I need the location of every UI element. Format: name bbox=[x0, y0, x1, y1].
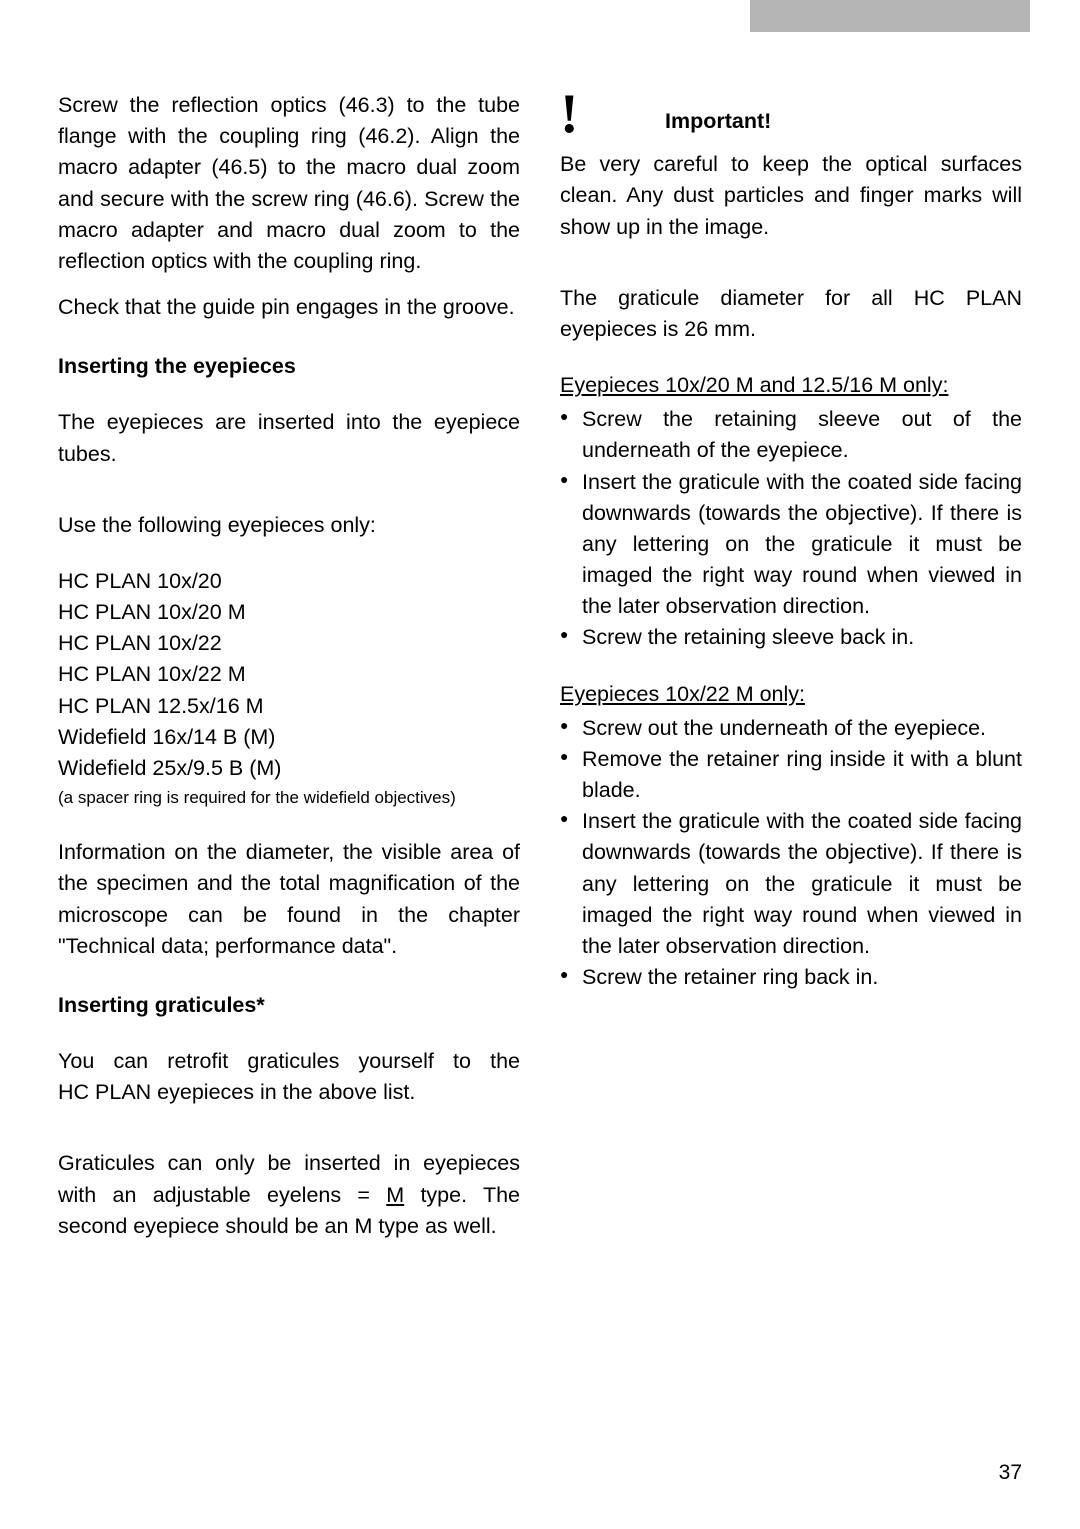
section-title-10x22: Eyepieces 10x/22 M only: bbox=[560, 679, 1022, 710]
para-adjustable-eyelens: Graticules can only be inserted in eyepi… bbox=[58, 1148, 520, 1242]
list-item: Screw the retainer ring back in. bbox=[560, 962, 1022, 993]
list-item: Insert the graticule with the coated sid… bbox=[560, 467, 1022, 623]
list-item: Screw out the underneath of the eyepiece… bbox=[560, 713, 1022, 744]
eyepiece-item: HC PLAN 10x/22 M bbox=[58, 659, 520, 690]
page-number: 37 bbox=[999, 1461, 1022, 1485]
bullet-list-10x22: Screw out the underneath of the eyepiece… bbox=[560, 713, 1022, 994]
eyepiece-item: Widefield 25x/9.5 B (M) bbox=[58, 753, 520, 784]
header-gray-tab bbox=[750, 0, 1030, 32]
para-retrofit: You can retrofit graticules yourself to … bbox=[58, 1046, 520, 1108]
para-eyepieces-inserted: The eyepieces are inserted into the eyep… bbox=[58, 407, 520, 469]
heading-inserting-graticules: Inserting graticules* bbox=[58, 990, 520, 1021]
important-callout: ! Important! bbox=[560, 90, 1022, 137]
eyepiece-list: HC PLAN 10x/20 HC PLAN 10x/20 M HC PLAN … bbox=[58, 566, 520, 784]
para-reflection-optics: Screw the reflection optics (46.3) to th… bbox=[58, 90, 520, 277]
left-column: Screw the reflection optics (46.3) to th… bbox=[58, 90, 525, 1257]
heading-inserting-eyepieces: Inserting the eyepieces bbox=[58, 351, 520, 382]
list-item: Screw the retaining sleeve out of the un… bbox=[560, 404, 1022, 466]
exclamation-icon: ! bbox=[560, 90, 620, 137]
eyepiece-item: HC PLAN 10x/20 bbox=[58, 566, 520, 597]
para-use-following: Use the following eyepieces only: bbox=[58, 510, 520, 541]
eyepiece-item: HC PLAN 12.5x/16 M bbox=[58, 691, 520, 722]
right-column: ! Important! Be very careful to keep the… bbox=[555, 90, 1022, 1257]
para-guide-pin: Check that the guide pin engages in the … bbox=[58, 292, 520, 323]
para-info-diameter: Information on the diameter, the visible… bbox=[58, 837, 520, 962]
list-item: Insert the graticule with the coated sid… bbox=[560, 806, 1022, 962]
eyepiece-item: Widefield 16x/14 B (M) bbox=[58, 722, 520, 753]
para-graticule-diameter: The graticule diameter for all HC PLAN e… bbox=[560, 283, 1022, 345]
m-type-underline: M bbox=[386, 1183, 404, 1207]
bullet-list-10x20: Screw the retaining sleeve out of the un… bbox=[560, 404, 1022, 653]
page-content: Screw the reflection optics (46.3) to th… bbox=[0, 0, 1080, 1307]
eyepiece-item: HC PLAN 10x/22 bbox=[58, 628, 520, 659]
list-item: Remove the retainer ring inside it with … bbox=[560, 744, 1022, 806]
para-be-careful: Be very careful to keep the optical surf… bbox=[560, 149, 1022, 243]
section-title-10x20: Eyepieces 10x/20 M and 12.5/16 M only: bbox=[560, 370, 1022, 401]
important-label: Important! bbox=[620, 90, 771, 137]
eyepiece-item: HC PLAN 10x/20 M bbox=[58, 597, 520, 628]
spacer-ring-note: (a spacer ring is required for the widef… bbox=[58, 787, 520, 809]
list-item: Screw the retaining sleeve back in. bbox=[560, 622, 1022, 653]
